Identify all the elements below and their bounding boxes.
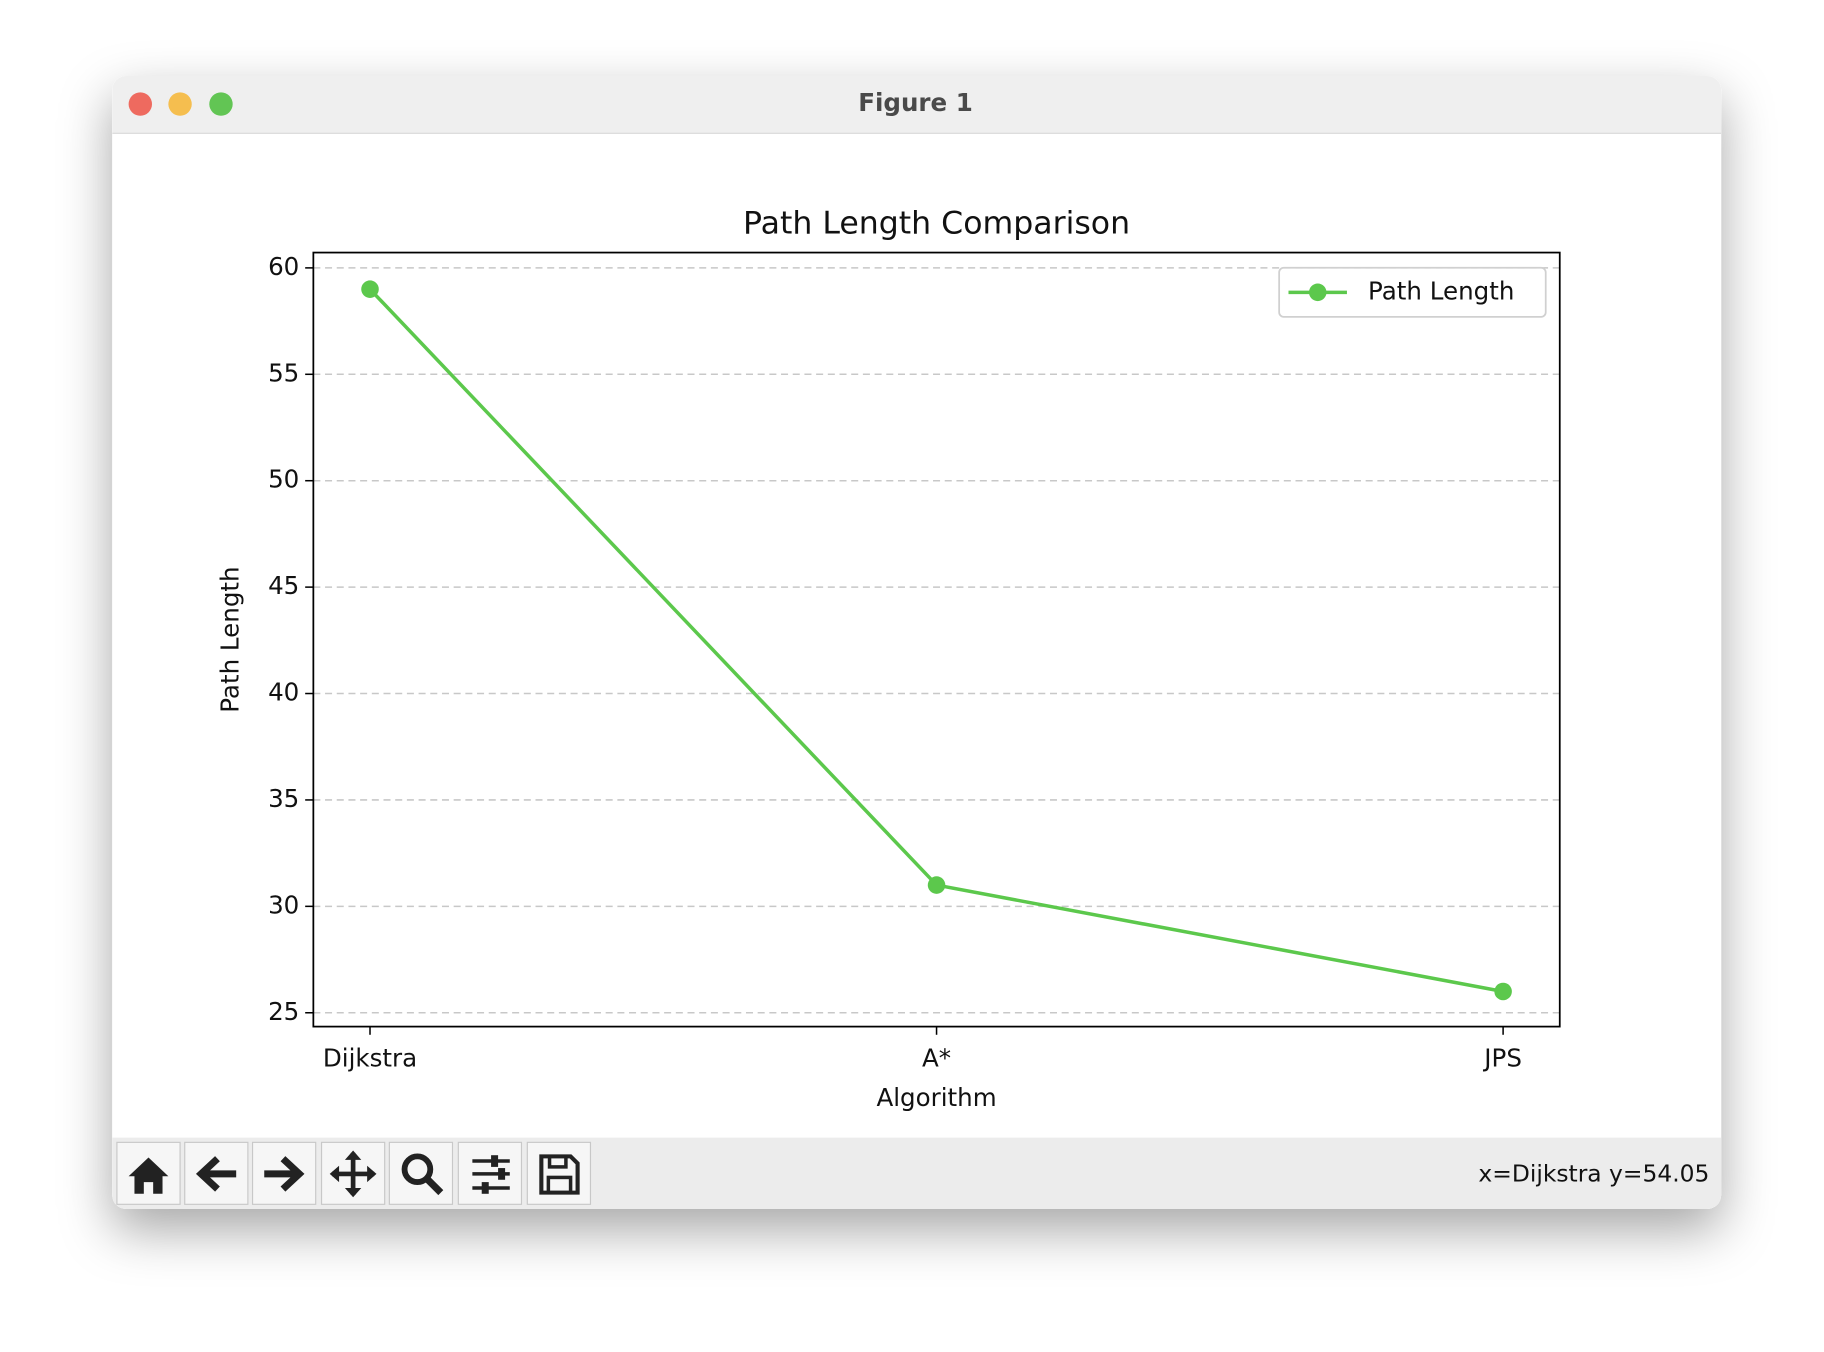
forward-icon — [264, 1156, 305, 1192]
y-tick-label: 50 — [268, 465, 299, 494]
legend-marker — [1308, 283, 1327, 302]
status-text: x=Dijkstra y=54.05 — [1478, 1160, 1709, 1188]
window-title: Figure 1 — [858, 88, 973, 117]
plot: Path Length Comparison 25 30 35 40 45 50 55 60 Di… — [216, 206, 1561, 1112]
title-bar — [112, 76, 1722, 134]
zoom-handle — [424, 1176, 444, 1196]
plot-frame — [312, 251, 1561, 1028]
y-axis-label: Path Length — [216, 566, 245, 712]
toolbar-icons — [128, 1150, 580, 1198]
legend-label: Path Length — [1368, 276, 1514, 305]
point — [927, 876, 946, 894]
zoom-tool-button[interactable] — [388, 1141, 454, 1205]
y-tick-label: 30 — [268, 890, 299, 919]
legend — [1278, 266, 1547, 318]
save-button[interactable] — [526, 1141, 592, 1205]
save-icon-shutter — [547, 1154, 568, 1169]
y-tick-label: 35 — [268, 784, 299, 813]
x-axis-label: Algorithm — [876, 1083, 996, 1112]
pan-arrows — [329, 1150, 377, 1198]
slider-knob — [491, 1155, 499, 1167]
chart-title: Path Length Comparison — [743, 206, 1130, 242]
zoom-button[interactable] — [209, 92, 233, 116]
point — [1494, 982, 1512, 1001]
x-tick-label: A* — [922, 1043, 951, 1072]
home-icon — [128, 1157, 169, 1194]
y-tick-label: 55 — [268, 358, 299, 387]
y-tick-label: 40 — [268, 678, 299, 707]
point — [361, 280, 379, 298]
window — [112, 76, 1722, 1209]
back-icon — [195, 1156, 237, 1192]
x-tick-label: Dijkstra — [323, 1043, 417, 1072]
y-tick-label: 60 — [268, 252, 299, 281]
x-tick-label: JPS — [1482, 1043, 1522, 1072]
close-button[interactable] — [128, 92, 152, 116]
save-icon-label — [546, 1175, 573, 1195]
zoom-icon — [401, 1153, 434, 1186]
slider-knob — [498, 1168, 506, 1180]
minimize-button[interactable] — [168, 92, 192, 116]
y-tick-label: 45 — [268, 571, 299, 600]
y-tick-label: 25 — [268, 997, 299, 1026]
slider-knob — [481, 1182, 489, 1194]
